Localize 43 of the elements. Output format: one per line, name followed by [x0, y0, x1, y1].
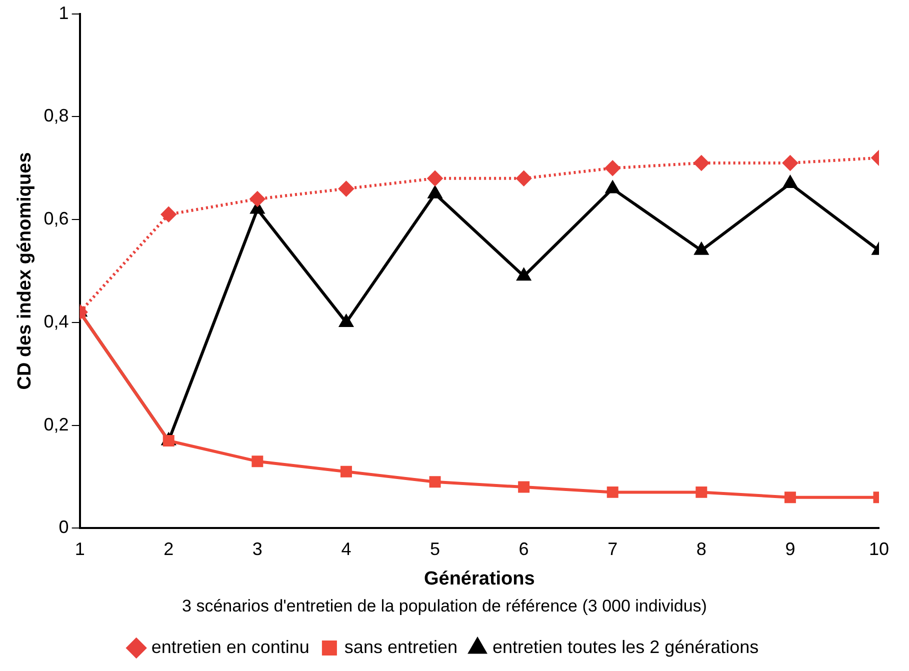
- point: [605, 160, 620, 176]
- point: [782, 155, 798, 170]
- y-tick-label: 0,8: [44, 106, 69, 126]
- x-tick-label: 9: [785, 538, 796, 559]
- point: [340, 314, 353, 327]
- y-tick-label: 0,2: [44, 414, 69, 434]
- x-tick-label: 6: [518, 538, 529, 559]
- legend-label: entretien toutes les 2 générations: [492, 636, 759, 657]
- x-tick-label: 3: [252, 538, 262, 559]
- y-tick-label: 0: [58, 517, 69, 538]
- point: [784, 492, 796, 504]
- x-tick-label: 4: [341, 538, 352, 559]
- y-tick-label: 1: [58, 2, 69, 23]
- x-tick-label: 5: [430, 538, 440, 559]
- point: [428, 170, 443, 186]
- y-axis-title: CD des index génomiques: [14, 152, 36, 390]
- point: [694, 155, 709, 170]
- point: [250, 191, 265, 206]
- text: 3 scénarios d'entretien de la population de référence (3 000 individus): [182, 596, 707, 616]
- legend-label: entretien en continu: [151, 636, 310, 657]
- point: [340, 466, 352, 478]
- point: [338, 181, 354, 196]
- point: [252, 456, 264, 468]
- point: [696, 486, 708, 498]
- x-tick-label: 7: [608, 538, 618, 559]
- y-tick-label: 0,6: [44, 208, 69, 229]
- point: [429, 476, 441, 488]
- point: [518, 481, 530, 493]
- point: [516, 170, 532, 186]
- point: [428, 186, 442, 198]
- point: [694, 242, 708, 255]
- x-tick-label: 1: [74, 538, 85, 559]
- point: [784, 176, 797, 188]
- point: [161, 206, 176, 222]
- y-tick-label: 0,4: [44, 311, 69, 332]
- x-axis-title: Générations: [424, 568, 535, 590]
- x-tick-label: 8: [696, 538, 706, 559]
- point: [517, 268, 531, 281]
- point: [606, 486, 618, 498]
- x-tick-label: 10: [868, 538, 890, 559]
- point: [606, 181, 620, 194]
- legend-label: sans entretien: [344, 636, 458, 657]
- x-tick-label: 2: [164, 538, 174, 559]
